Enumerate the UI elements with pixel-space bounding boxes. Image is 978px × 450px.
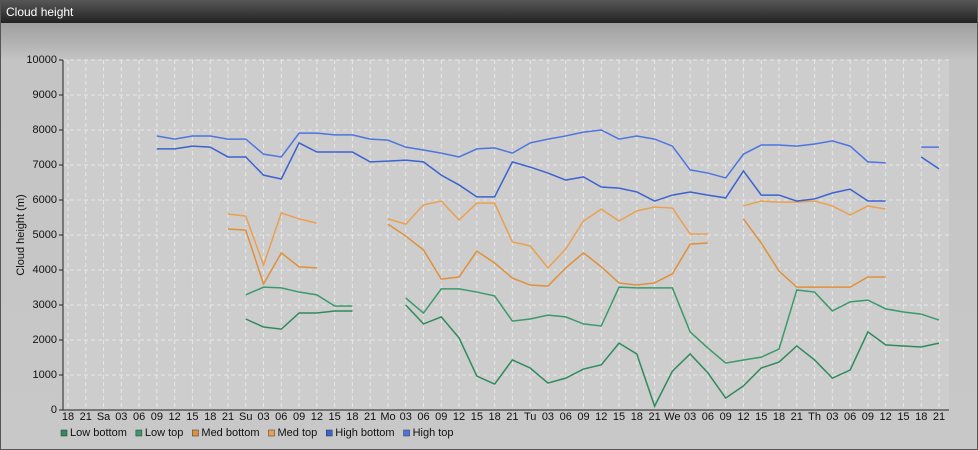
- x-tick-label: 06: [417, 411, 429, 423]
- x-tick-label: 12: [453, 411, 465, 423]
- x-tick-label: 03: [257, 411, 269, 423]
- x-tick-label: 21: [648, 411, 660, 423]
- x-tick-label: We: [664, 411, 680, 423]
- x-tick-label: Mo: [380, 411, 395, 423]
- x-tick-label: Sa: [97, 411, 111, 423]
- y-tick-label: 1000: [33, 369, 57, 381]
- x-tick-label: 21: [222, 411, 234, 423]
- x-tick-label: 09: [577, 411, 589, 423]
- x-tick-label: 21: [364, 411, 376, 423]
- x-tick-label: 12: [737, 411, 749, 423]
- x-tick-label: 21: [791, 411, 803, 423]
- x-tick-label: 06: [133, 411, 145, 423]
- x-tick-label: 21: [506, 411, 518, 423]
- x-tick-label: 09: [435, 411, 447, 423]
- x-tick-label: 18: [631, 411, 643, 423]
- x-tick-label: 06: [702, 411, 714, 423]
- x-tick-label: 15: [755, 411, 767, 423]
- y-tick-label: 2000: [33, 334, 57, 346]
- series-line: [245, 286, 940, 364]
- x-tick-label: 18: [488, 411, 500, 423]
- y-tick-label: 0: [51, 404, 57, 416]
- series-line: [227, 218, 886, 288]
- x-tick-label: Tu: [524, 411, 536, 423]
- x-tick-label: 18: [773, 411, 785, 423]
- series-line: [156, 129, 939, 179]
- x-tick-label: 03: [400, 411, 412, 423]
- legend-label: High bottom: [335, 427, 394, 439]
- x-tick-label: 12: [311, 411, 323, 423]
- x-tick-label: 15: [471, 411, 483, 423]
- x-tick-label: 09: [862, 411, 874, 423]
- x-tick-label: 18: [62, 411, 74, 423]
- legend-label: Low top: [145, 427, 184, 439]
- y-tick-label: 7000: [33, 159, 57, 171]
- y-tick-label: 3000: [33, 299, 57, 311]
- series-line: [156, 141, 940, 202]
- y-axis-label: Cloud height (m): [15, 194, 27, 275]
- x-tick-label: 03: [542, 411, 554, 423]
- x-tick-label: 18: [204, 411, 216, 423]
- series-line: [245, 304, 940, 409]
- y-tick-label: 5000: [33, 229, 57, 241]
- x-tick-label: 21: [80, 411, 92, 423]
- x-tick-label: 03: [826, 411, 838, 423]
- legend-label: High top: [413, 427, 454, 439]
- legend-marker: [60, 429, 68, 437]
- legend-marker: [326, 429, 333, 437]
- x-tick-label: 12: [880, 411, 892, 423]
- x-tick-label: 15: [613, 411, 625, 423]
- x-tick-label: 09: [151, 411, 163, 423]
- x-tick-label: Su: [239, 411, 252, 423]
- x-tick-label: 06: [844, 411, 856, 423]
- x-tick-label: 21: [933, 411, 945, 423]
- x-tick-label: 18: [346, 411, 358, 423]
- legend-marker: [135, 429, 143, 437]
- x-tick-label: 18: [915, 411, 927, 423]
- y-tick-label: 8000: [33, 124, 57, 136]
- x-tick-label: 09: [293, 411, 305, 423]
- x-tick-label: 15: [329, 411, 341, 423]
- x-tick-label: Th: [808, 411, 821, 423]
- title-bar: Cloud height: [1, 1, 977, 23]
- x-tick-label: 03: [684, 411, 696, 423]
- legend-label: Med bottom: [201, 427, 259, 439]
- legend-marker: [268, 429, 275, 437]
- legend-label: Med top: [278, 427, 318, 439]
- legend-marker: [192, 429, 199, 437]
- y-tick-label: 4000: [33, 264, 57, 276]
- x-tick-label: 15: [186, 411, 198, 423]
- legend-marker: [403, 429, 410, 437]
- x-tick-label: 09: [720, 411, 732, 423]
- y-tick-label: 9000: [33, 89, 57, 101]
- legend-label: Low bottom: [70, 427, 127, 439]
- x-tick-label: 12: [169, 411, 181, 423]
- x-tick-label: 12: [595, 411, 607, 423]
- x-tick-label: 06: [560, 411, 572, 423]
- y-tick-label: 6000: [33, 194, 57, 206]
- x-tick-label: 03: [115, 411, 127, 423]
- y-tick-label: 10000: [26, 54, 57, 66]
- x-tick-label: 06: [275, 411, 287, 423]
- x-tick-label: 15: [897, 411, 909, 423]
- series-line: [227, 200, 886, 270]
